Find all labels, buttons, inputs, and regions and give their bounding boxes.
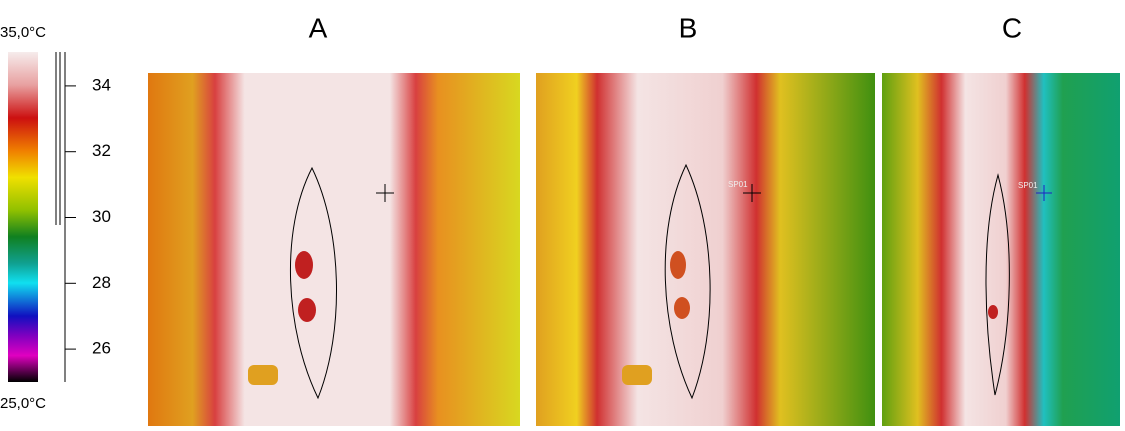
tick-label: 34 [92, 75, 111, 94]
panel-b: SP01 B [536, 12, 875, 426]
thermal-image [882, 73, 1120, 426]
hot-spot [298, 298, 316, 322]
hot-spot [248, 365, 278, 385]
tick-label: 26 [92, 339, 111, 358]
color-scale [8, 52, 38, 382]
panel-label: C [1002, 12, 1022, 43]
panel-label: A [309, 12, 328, 43]
panel-a: A [148, 12, 520, 426]
hot-spot [295, 251, 313, 279]
panel-c: SP01 C [882, 12, 1120, 426]
hot-spot [674, 297, 690, 319]
scale-max: 35,0°C [0, 24, 46, 41]
spot-label: SP01 [1018, 181, 1038, 190]
tick-label: 28 [92, 273, 111, 292]
hot-spot [988, 305, 998, 319]
scale-min: 25,0°C [0, 395, 46, 412]
spot-label: SP01 [728, 180, 748, 189]
thermal-image [536, 73, 875, 426]
hot-spot [622, 365, 652, 385]
hot-spot [670, 251, 686, 279]
tick-label: 30 [92, 207, 111, 226]
tick-label: 32 [92, 141, 111, 160]
figure: 35,0°C 25,0°C A SP01 B SP01 C 26 28 30 32 34 [0, 0, 1125, 426]
panel-label: B [679, 12, 698, 43]
